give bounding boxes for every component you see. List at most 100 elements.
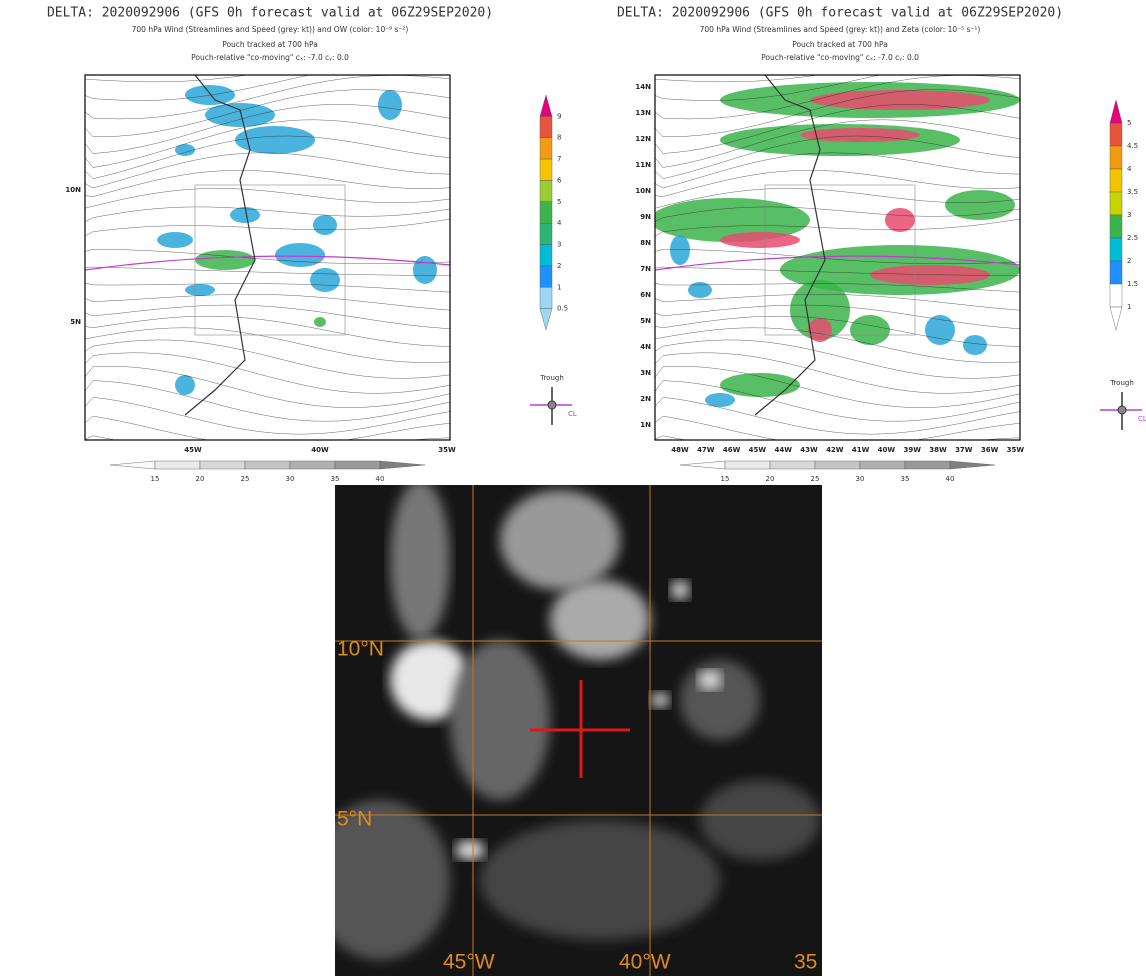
- chart-title: DELTA: 2020092906 (GFS 0h forecast valid…: [47, 6, 493, 21]
- cloud: [670, 580, 690, 600]
- shaded-area: [720, 232, 800, 248]
- speed-bar-segment: [815, 461, 860, 469]
- colorbar-segment: [540, 202, 552, 223]
- lat-label: 10°N: [337, 638, 384, 661]
- cloud: [500, 490, 620, 590]
- shaded-area: [314, 317, 326, 327]
- speed-bar-segment: [725, 461, 770, 469]
- lon-label: 46W: [723, 446, 741, 454]
- lat-label: 3N: [640, 369, 651, 377]
- lon-label: 35: [794, 951, 817, 974]
- legend-label: Trough: [539, 374, 564, 382]
- colorbar-segment: [540, 266, 552, 287]
- colorbar-segment: [1110, 215, 1122, 238]
- chart-subtitle: 700 hPa Wind (Streamlines and Speed (gre…: [132, 25, 409, 34]
- lat-label: 14N: [635, 83, 651, 91]
- cloud: [390, 480, 450, 640]
- colorbar-segment: [1110, 284, 1122, 307]
- colorbar-segment: [1110, 261, 1122, 284]
- colorbar-segment: [1110, 238, 1122, 261]
- lon-label: 41W: [852, 446, 870, 454]
- speed-label: 30: [856, 475, 865, 483]
- colorbar-label: 3.5: [1127, 188, 1138, 196]
- note: Pouch tracked at 700 hPa: [222, 40, 318, 49]
- lon-label: 45W: [184, 446, 202, 454]
- lon-label: 45°W: [443, 951, 495, 974]
- lat-label: 1N: [640, 421, 651, 429]
- lat-label: 5N: [640, 317, 651, 325]
- cloud: [700, 780, 820, 860]
- speed-label: 30: [286, 475, 295, 483]
- legend-label: CL: [568, 410, 577, 418]
- speed-bar-segment: [770, 461, 815, 469]
- shaded-area: [850, 315, 890, 345]
- speed-label: 20: [766, 475, 775, 483]
- lon-label: 44W: [774, 446, 792, 454]
- speed-label: 25: [241, 475, 250, 483]
- panel-zeta: DELTA: 2020092906 (GFS 0h forecast valid…: [617, 6, 1146, 484]
- speed-label: 15: [151, 475, 160, 483]
- speed-bar-segment: [905, 461, 950, 469]
- colorbar-segment: [1110, 123, 1122, 146]
- shaded-area: [413, 256, 437, 284]
- speed-bar-segment: [860, 461, 905, 469]
- lon-label: 40W: [311, 446, 329, 454]
- cloud: [480, 820, 720, 940]
- colorbar-label: 6: [557, 176, 562, 184]
- colorbar-label: 3: [1127, 211, 1131, 219]
- colorbar-bottom: [540, 309, 552, 330]
- lat-label: 12N: [635, 135, 651, 143]
- lat-label: 6N: [640, 291, 651, 299]
- colorbar-label: 2: [1127, 257, 1131, 265]
- shaded-area: [205, 103, 275, 127]
- lat-label: 10N: [635, 187, 651, 195]
- shaded-area: [378, 90, 402, 120]
- legend-label: Trough: [1109, 379, 1134, 387]
- shaded-area: [185, 284, 215, 296]
- colorbar-top: [1110, 100, 1122, 123]
- colorbar-segment: [1110, 146, 1122, 169]
- colorbar-segment: [540, 159, 552, 180]
- colorbar-label: 2.5: [1127, 234, 1138, 242]
- shaded-area: [810, 90, 990, 110]
- speed-label: 40: [946, 475, 955, 483]
- shaded-area: [195, 250, 255, 270]
- lon-label: 45W: [749, 446, 767, 454]
- colorbar-segment: [540, 223, 552, 244]
- colorbar-label: 9: [557, 112, 561, 120]
- lon-label: 40°W: [619, 951, 671, 974]
- speed-bar-segment: [335, 461, 380, 469]
- colorbar-label: 1.5: [1127, 280, 1138, 288]
- legend-marker: [1118, 406, 1126, 414]
- colorbar-segment: [540, 138, 552, 159]
- lat-label: 2N: [640, 395, 651, 403]
- cloud: [680, 660, 760, 740]
- lon-label: 43W: [800, 446, 818, 454]
- speed-bar-segment: [245, 461, 290, 469]
- legend-marker: [548, 401, 556, 409]
- colorbar-bottom: [1110, 307, 1122, 330]
- cloud: [698, 670, 722, 690]
- shaded-area: [963, 335, 987, 355]
- lon-label: 37W: [955, 446, 973, 454]
- lat-label: 11N: [635, 161, 651, 169]
- colorbar-label: 8: [557, 134, 561, 142]
- cloud: [455, 840, 485, 860]
- speed-bar-end: [380, 461, 425, 469]
- colorbar-label: 3: [557, 241, 561, 249]
- speed-bar-segment: [155, 461, 200, 469]
- lon-label: 42W: [826, 446, 844, 454]
- colorbar-label: 1: [557, 283, 561, 291]
- lon-label: 47W: [697, 446, 715, 454]
- shaded-area: [870, 265, 990, 285]
- colorbar-segment: [540, 180, 552, 201]
- shaded-area: [705, 393, 735, 407]
- speed-label: 35: [901, 475, 910, 483]
- note: Pouch-relative "co-moving" cₓ: -7.0 cᵧ: …: [761, 53, 919, 62]
- speed-bar-end: [110, 461, 155, 469]
- colorbar-label: 2: [557, 262, 561, 270]
- cloud: [310, 800, 450, 960]
- colorbar-segment: [540, 116, 552, 137]
- speed-label: 15: [721, 475, 730, 483]
